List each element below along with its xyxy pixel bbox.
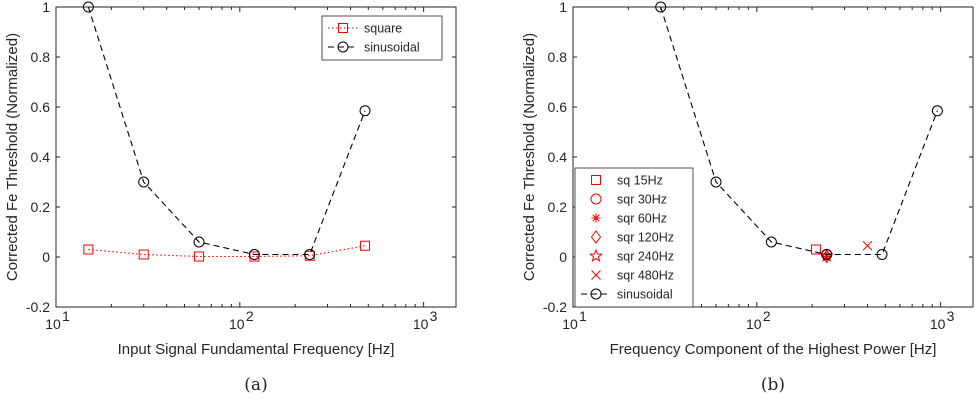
series-sinusoidal [82,1,371,260]
y-tick-label: 0.4 [31,149,51,165]
data-point [876,249,888,260]
series-sqr-480hz [862,240,873,251]
data-point [194,251,205,262]
legend-label: sqr 240Hz [617,250,674,264]
legend-marker [590,288,602,300]
series-sqr-240hz [819,248,834,262]
legend-marker [590,230,602,244]
x-tick-exponent: 3 [947,308,955,324]
x-tick-label: 10 [930,316,946,332]
series-sq-15hz [811,244,822,255]
y-tick-label: 1 [42,0,50,15]
data-point [822,252,832,261]
series-line [88,245,366,258]
data-point [821,249,833,260]
y-tick-label: 0 [559,249,567,265]
y-axis-label: Corrected Fe Threshold (Normalized) [4,33,21,281]
legend-label: sinusoidal [617,288,673,302]
data-point [931,105,943,117]
legend: sq 15Hz sqr 30Hz sqr 60Hz sqr 120Hz sqr 240H… [574,167,694,308]
y-tick-label: 0.8 [31,49,51,65]
legend-marker [591,213,601,223]
data-point [819,248,834,262]
data-point [811,244,822,255]
data-point [138,176,150,188]
x-tick-label: 10 [413,316,429,332]
legend-marker [590,193,602,205]
legend-label: sqr 120Hz [617,231,674,245]
series-line [87,6,366,256]
x-tick-label: 10 [746,316,762,332]
series-square [83,240,371,262]
series-sinusoidal [655,1,943,260]
data-point [83,244,94,255]
series-sqr-60hz [822,252,832,261]
y-tick-label: 0.2 [548,199,568,215]
x-tick-exponent: 2 [246,308,254,324]
data-point [655,1,667,13]
legend-label: sqr 30Hz [617,193,667,207]
x-tick-label: 10 [45,316,61,332]
data-point [765,236,777,248]
x-tick-label: 10 [229,316,245,332]
series-line [660,6,938,256]
y-tick-label: 0.8 [548,49,568,65]
legend: square sinusoidal [321,15,443,61]
legend-label: sinusoidal [364,41,420,55]
legend-marker [338,23,348,33]
data-point [248,249,260,260]
x-tick-exponent: 2 [763,308,771,324]
x-tick-label: 10 [562,316,578,332]
panel-label: (a) [244,375,267,395]
x-tick-exponent: 1 [62,308,70,324]
data-point [862,240,873,251]
data-point [359,105,371,117]
legend-marker [337,41,349,53]
x-tick-exponent: 1 [579,308,587,324]
x-axis-label: Input Signal Fundamental Frequency [Hz] [118,341,395,358]
y-tick-label: 1 [559,0,567,15]
data-point [360,240,371,251]
data-point [138,249,149,260]
data-point [82,1,94,13]
y-tick-label: 0 [42,249,50,265]
data-point [304,249,316,260]
legend-marker [588,248,604,263]
data-point [193,236,205,248]
y-tick-label: 0.2 [31,199,51,215]
x-tick-exponent: 3 [430,308,438,324]
x-axis-label: Frequency Component of the Highest Power… [610,341,937,358]
legend-label: sq 15Hz [617,174,663,188]
legend-label: sqr 60Hz [617,212,667,226]
data-point [710,176,722,188]
y-axis-label: Corrected Fe Threshold (Normalized) [521,33,538,281]
legend-marker [591,270,601,280]
legend-marker [591,175,601,185]
y-tick-label: -0.2 [543,299,567,315]
legend-box [574,167,694,308]
y-tick-label: -0.2 [26,299,50,315]
y-tick-label: 0.4 [548,149,568,165]
panel-label: (b) [761,375,785,395]
legend-label: sqr 480Hz [617,269,674,283]
legend-label: square [364,22,402,36]
y-tick-label: 0.6 [548,99,568,115]
y-tick-label: 0.6 [31,99,51,115]
